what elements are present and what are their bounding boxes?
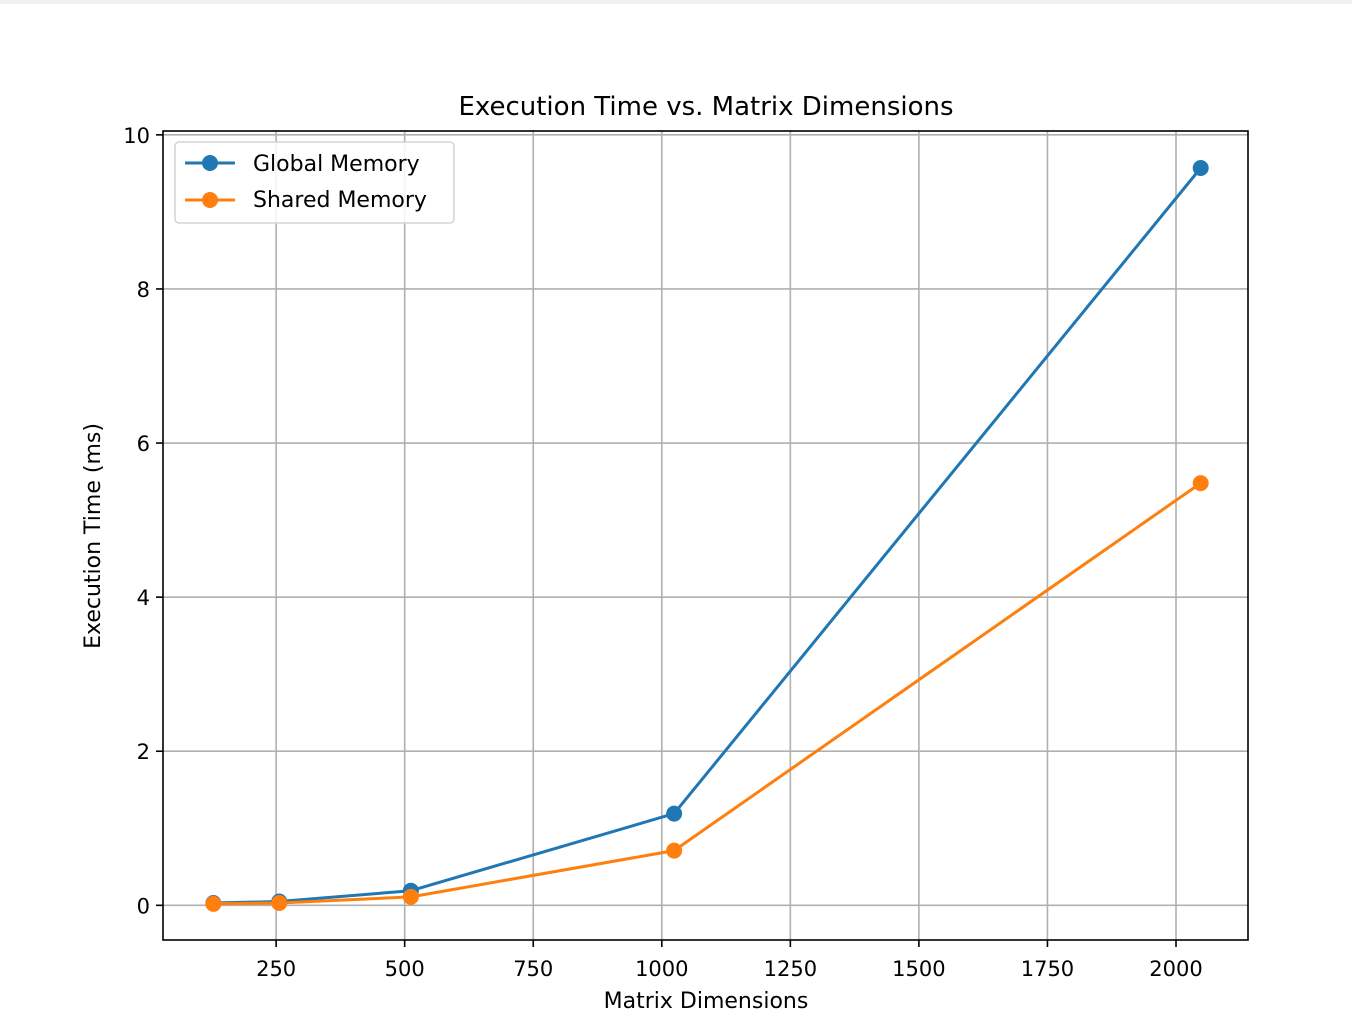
x-axis-label: Matrix Dimensions [604,989,809,1014]
x-tick-label: 250 [256,957,296,981]
legend: Global Memory Shared Memory [174,141,455,224]
data-point-global-memory [666,805,683,822]
y-tick-label: 8 [137,278,150,302]
y-tick-label: 0 [137,894,150,918]
x-tick-label: 500 [385,957,425,981]
window-top-strip [0,0,1352,4]
y-tick-label: 10 [123,124,150,148]
legend-global-memory-label: Global Memory [253,152,420,177]
x-tick-label: 1750 [1021,957,1074,981]
x-tick-label: 1500 [892,957,945,981]
legend-box [174,141,455,224]
x-tick-label: 1000 [635,957,688,981]
data-point-shared-memory [666,842,683,859]
data-point-shared-memory [1192,475,1209,492]
x-tick-label: 1250 [764,957,817,981]
x-tick-label: 750 [513,957,553,981]
series-layer [205,159,1209,912]
legend-shared-memory-marker [202,192,218,208]
legend-shared-memory-label: Shared Memory [253,188,427,213]
y-tick-label: 6 [137,432,150,456]
y-tick-label: 4 [137,586,150,610]
grid [163,131,1248,940]
series-line-shared-memory [213,481,1202,906]
data-point-global-memory [1192,159,1209,176]
data-point-shared-memory [271,895,288,912]
plot-area-frame [162,130,1249,941]
data-point-shared-memory [205,895,222,912]
y-axis-label: Execution Time (ms) [81,423,106,649]
x-tick-label: 2000 [1149,957,1202,981]
y-tick-label: 2 [137,740,150,764]
chart-title: Execution Time vs. Matrix Dimensions [458,92,953,122]
series-line-global-memory [213,167,1202,905]
axis-ticks: 250 500 750 1000 1250 1500 1750 2000 0 2 4 6 8 10 [123,124,1202,981]
data-point-shared-memory [402,888,419,905]
legend-global-memory-marker [202,155,218,171]
